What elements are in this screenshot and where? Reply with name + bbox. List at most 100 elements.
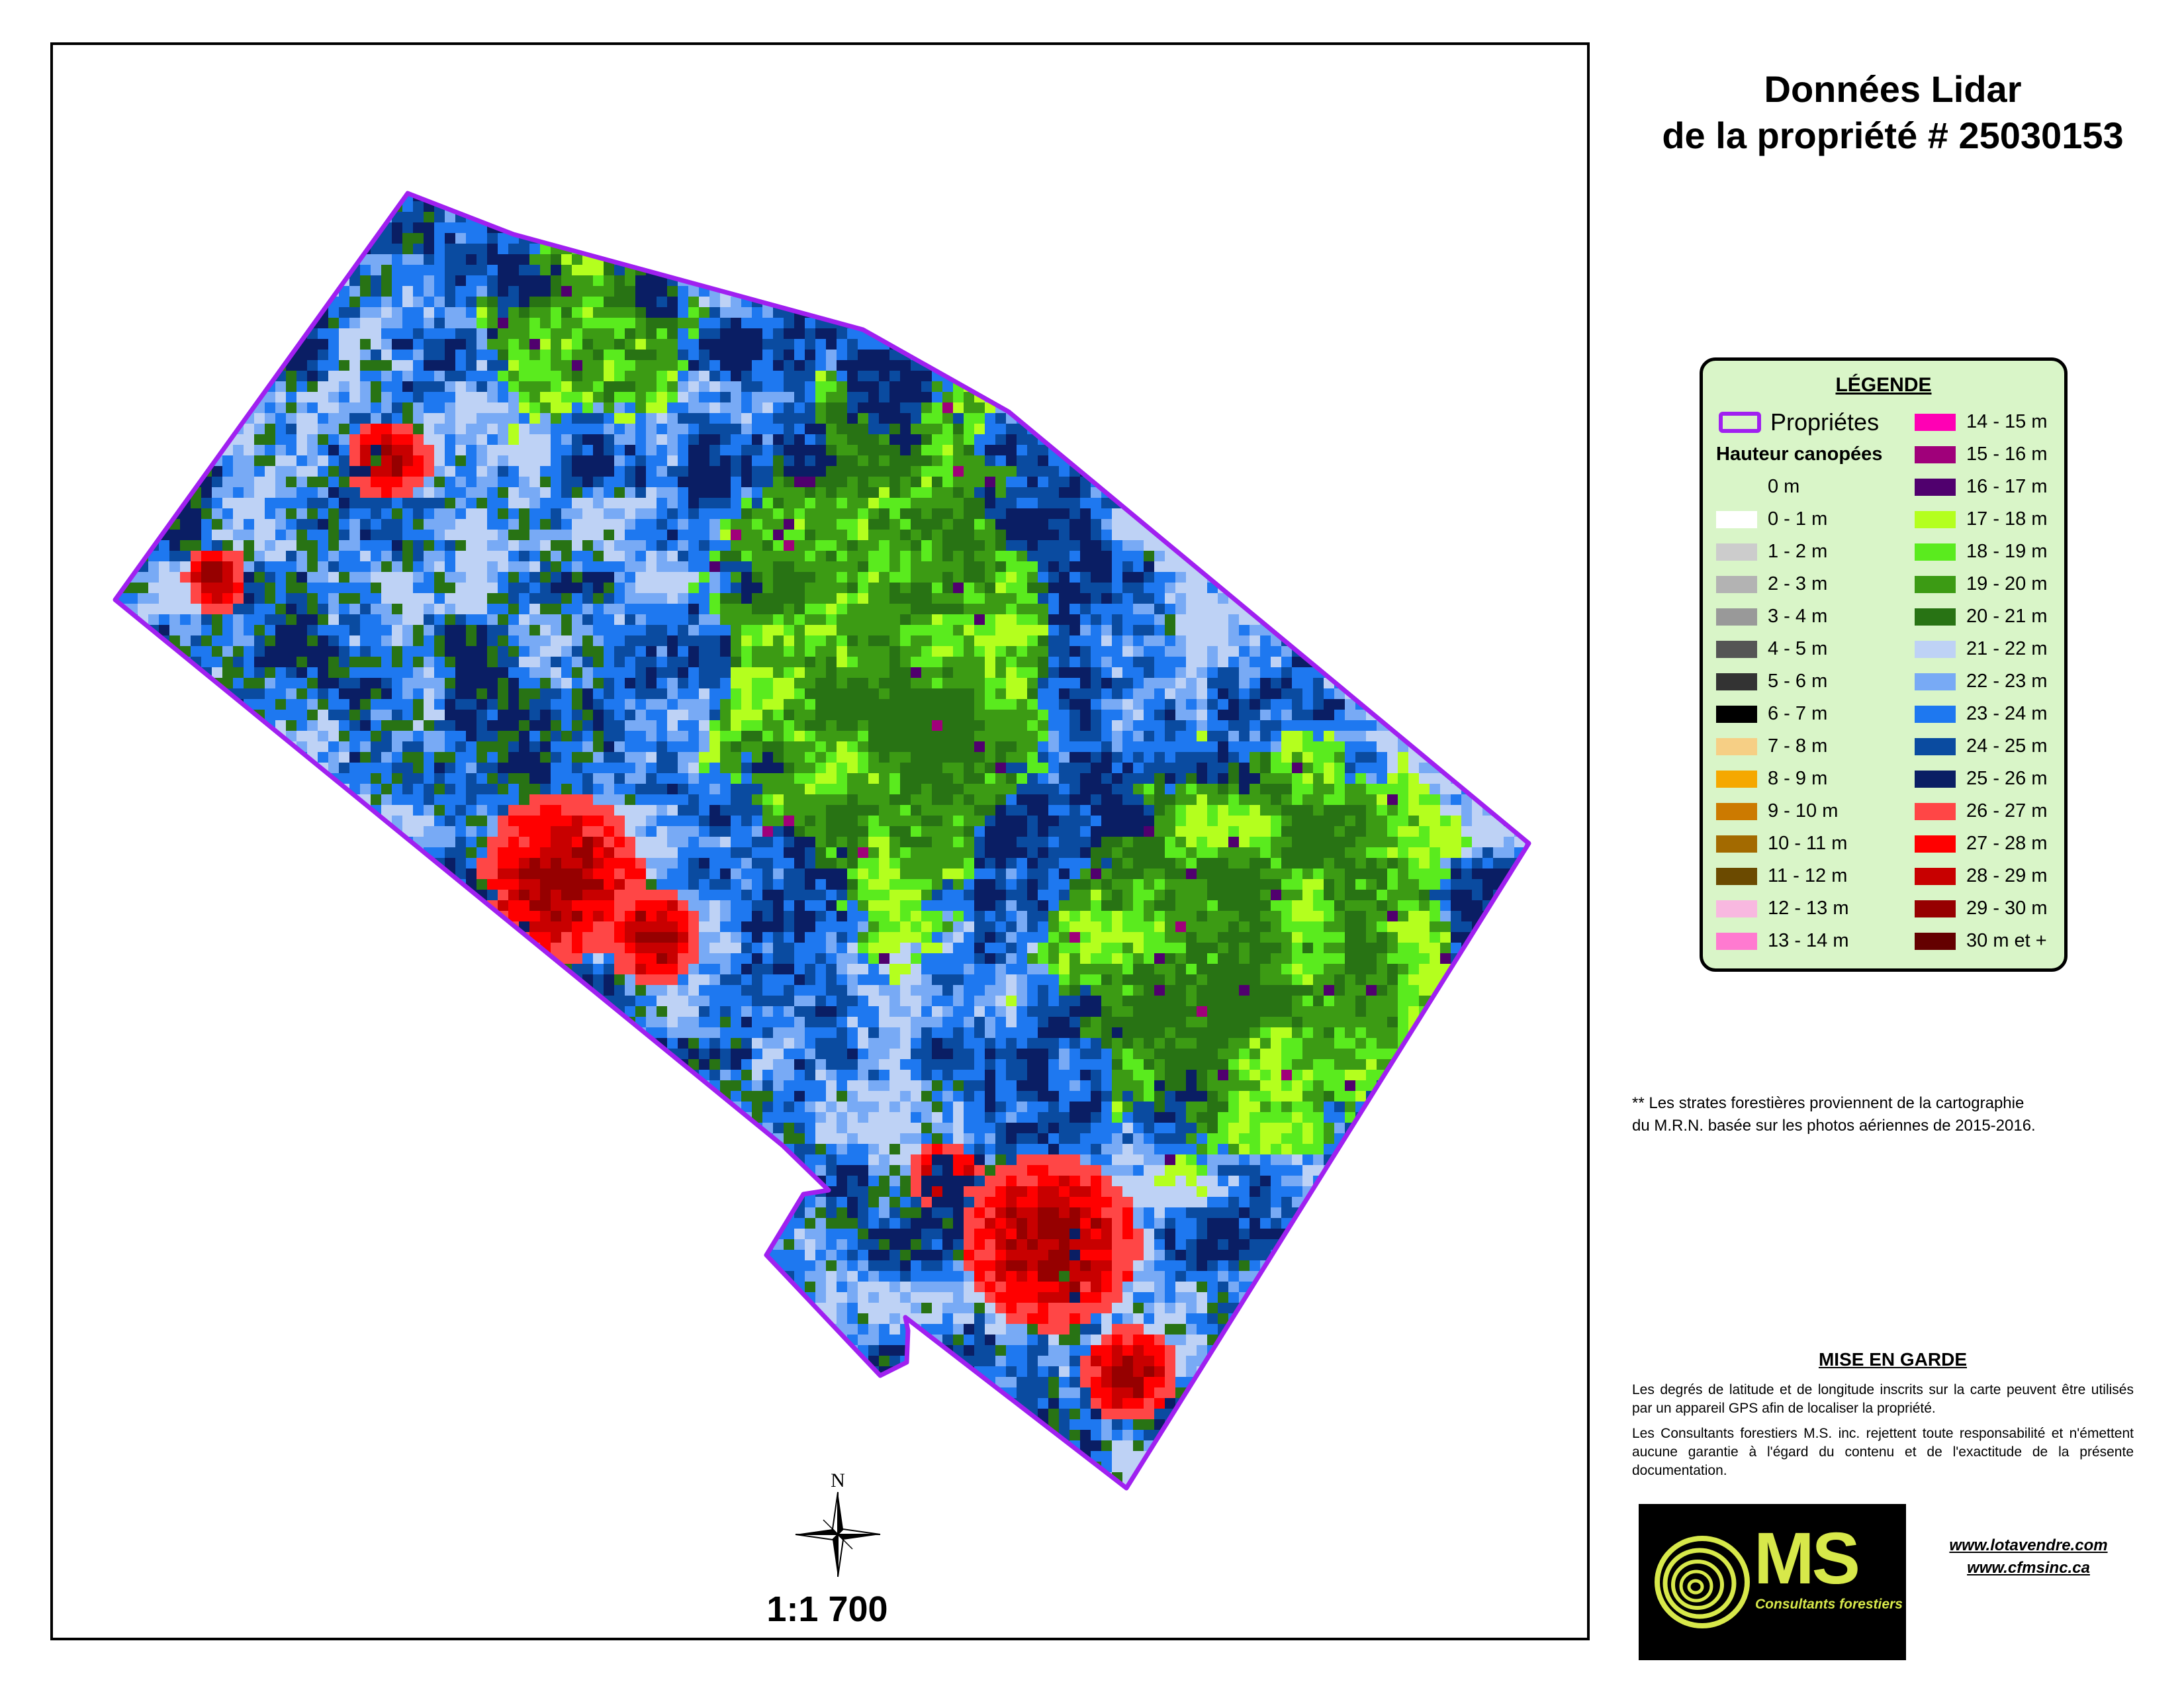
legend-class-row: 11 - 12 m — [1716, 860, 1882, 892]
legend-swatch — [1716, 835, 1757, 853]
legend-class-row: 13 - 14 m — [1716, 925, 1882, 957]
legend-class-row: 3 - 4 m — [1716, 600, 1882, 633]
legend-swatch — [1716, 705, 1757, 723]
legend-class-row: 1 - 2 m — [1716, 536, 1882, 568]
lidar-canopy-map[interactable] — [53, 45, 1587, 1638]
legend-class-label: 17 - 18 m — [1966, 508, 2048, 530]
legend-swatch — [1915, 478, 1956, 496]
legend-swatch — [1915, 900, 1956, 917]
legend-class-row: 24 - 25 m — [1915, 730, 2048, 763]
title-line-2: de la propriété # 25030153 — [1662, 115, 2124, 156]
map-scale: 1:1 700 — [766, 1589, 888, 1629]
legend-swatch — [1915, 835, 1956, 853]
legend-swatch — [1716, 932, 1757, 950]
note-line-2: du M.R.N. basée sur les photos aériennes… — [1632, 1117, 2036, 1135]
legend-swatch — [1915, 802, 1956, 820]
property-boundary[interactable] — [113, 191, 1531, 1491]
legend-class-row: 4 - 5 m — [1716, 633, 1882, 665]
legend-class-label: 2 - 3 m — [1768, 573, 1828, 594]
legend-class-label: 28 - 29 m — [1966, 865, 2048, 886]
legend-class-label: 1 - 2 m — [1768, 541, 1828, 562]
legend-class-label: 21 - 22 m — [1966, 638, 2048, 659]
legend-class-label: 12 - 13 m — [1768, 898, 1849, 919]
note-line-1: ** Les strates forestières proviennent d… — [1632, 1094, 2025, 1112]
legend-column-right: 14 - 15 m 15 - 16 m 16 - 17 m 17 - 18 m 18 -… — [1915, 406, 2048, 957]
warning-title: MISE EN GARDE — [1818, 1349, 1968, 1370]
legend-swatch — [1716, 640, 1757, 658]
property-swatch — [1719, 411, 1761, 433]
legend-class-label: 15 - 16 m — [1966, 444, 2048, 465]
warning-paragraph-1: Les degrés de latitude et de longitude i… — [1632, 1382, 2134, 1416]
legend-class-row: 23 - 24 m — [1915, 698, 2048, 730]
legend-property-row: Propriétes — [1716, 406, 1882, 438]
legend-class-label: 0 m — [1768, 476, 1800, 497]
property-label: Propriétes — [1770, 408, 1880, 436]
legend-class-label: 30 m et + — [1966, 930, 2047, 951]
legend-swatch — [1716, 737, 1757, 755]
legend-class-label: 0 - 1 m — [1768, 508, 1828, 530]
legend-swatch — [1716, 608, 1757, 626]
legend-class-label: 6 - 7 m — [1768, 703, 1828, 724]
source-note: ** Les strates forestières proviennent d… — [1632, 1092, 2148, 1137]
legend-class-label: 18 - 19 m — [1966, 541, 2048, 562]
legend-class-row: 28 - 29 m — [1915, 860, 2048, 892]
legend-class-label: 5 - 6 m — [1768, 671, 1828, 692]
legend-class-label: 11 - 12 m — [1768, 865, 1848, 886]
legend-swatch — [1915, 737, 1956, 755]
legend-class-row: 29 - 30 m — [1915, 892, 2048, 925]
legend-swatch — [1915, 705, 1956, 723]
link-cfmsinc[interactable]: www.cfmsinc.ca — [1967, 1559, 2090, 1577]
legend-class-label: 10 - 11 m — [1768, 833, 1848, 854]
legend-class-label: 4 - 5 m — [1768, 638, 1828, 659]
legend-class-label: 24 - 25 m — [1966, 735, 2048, 757]
legend-swatch — [1915, 543, 1956, 561]
page-title: Données Lidar de la propriété # 25030153 — [1615, 66, 2171, 159]
legend-class-row: 0 - 1 m — [1716, 503, 1882, 536]
legend-class-row: 5 - 6 m — [1716, 665, 1882, 698]
legend-swatch — [1915, 510, 1956, 528]
legend-class-row: 8 - 9 m — [1716, 763, 1882, 795]
canopy-title-row: Hauteur canopées — [1716, 438, 1882, 471]
legend-swatch — [1915, 932, 1956, 950]
legend-swatch — [1915, 640, 1956, 658]
legend-class-label: 16 - 17 m — [1966, 476, 2048, 497]
legend-class-row: 25 - 26 m — [1915, 763, 2048, 795]
north-letter: N — [831, 1470, 845, 1491]
legend-class-row: 27 - 28 m — [1915, 827, 2048, 860]
legend-swatch — [1915, 608, 1956, 626]
compass-rose-icon — [795, 1491, 881, 1577]
legend-swatch — [1716, 479, 1757, 496]
legend-title: LÉGENDE — [1835, 374, 1932, 396]
legend-class-label: 23 - 24 m — [1966, 703, 2048, 724]
logo-text: MS — [1754, 1518, 1860, 1599]
warning-body: Les degrés de latitude et de longitude i… — [1632, 1381, 2134, 1487]
legend-class-row: 16 - 17 m — [1915, 471, 2048, 503]
legend-class-row: 7 - 8 m — [1716, 730, 1882, 763]
legend-class-row: 18 - 19 m — [1915, 536, 2048, 568]
link-lotavendre[interactable]: www.lotavendre.com — [1949, 1536, 2108, 1554]
title-line-1: Données Lidar — [1764, 68, 2022, 110]
legend-swatch — [1915, 673, 1956, 690]
legend-class-row: 10 - 11 m — [1716, 827, 1882, 860]
legend-swatch — [1915, 445, 1956, 463]
legend-class-label: 14 - 15 m — [1966, 411, 2048, 432]
map-frame — [50, 42, 1590, 1640]
legend-class-label: 3 - 4 m — [1768, 606, 1828, 627]
legend-class-row: 19 - 20 m — [1915, 568, 2048, 600]
legend-swatch — [1716, 802, 1757, 820]
legend-swatch — [1716, 543, 1757, 561]
legend-swatch — [1716, 510, 1757, 528]
legend-class-label: 8 - 9 m — [1768, 768, 1828, 789]
legend-class-row: 2 - 3 m — [1716, 568, 1882, 600]
canopy-title: Hauteur canopées — [1716, 444, 1883, 465]
legend-class-row: 30 m et + — [1915, 925, 2048, 957]
legend-class-row: 14 - 15 m — [1915, 406, 2048, 438]
legend-swatch — [1915, 413, 1956, 431]
legend-class-label: 22 - 23 m — [1966, 671, 2048, 692]
legend-class-row: 22 - 23 m — [1915, 665, 2048, 698]
legend-swatch — [1915, 867, 1956, 885]
legend-column-left: Propriétes Hauteur canopées 0 m 0 - 1 m 1 … — [1716, 406, 1882, 957]
legend-class-row: 0 m — [1716, 471, 1882, 503]
legend-class-label: 29 - 30 m — [1966, 898, 2048, 919]
canopy-height-raster — [115, 193, 1529, 1488]
